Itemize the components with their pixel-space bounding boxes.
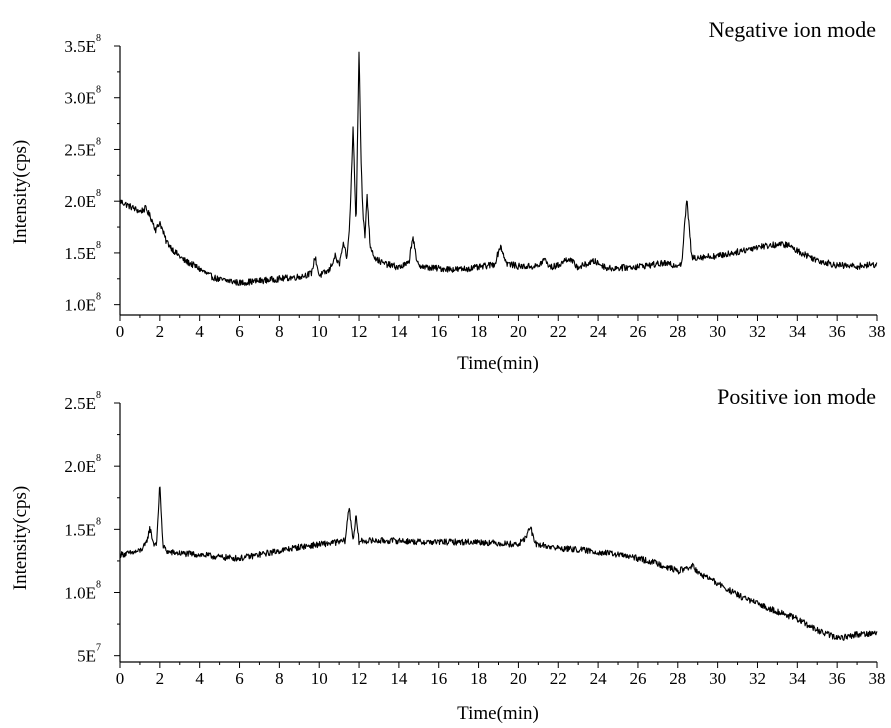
negative-y-tick-exponent: 8 [96, 292, 101, 303]
negative-x-tick-label: 6 [235, 322, 244, 341]
negative-plot-area: 0 2 4 6 8 10 12 14 16 18 20 22 24 26 28 30 32 34 36 381.0E 8… [64, 33, 885, 341]
positive-y-tick-label: 2.5E [64, 394, 96, 413]
positive-y-tick-exponent: 8 [96, 516, 101, 527]
negative-x-tick-label: 34 [789, 322, 807, 341]
negative-x-tick-label: 20 [510, 322, 527, 341]
positive-y-axis-title: Intensity(cps) [10, 486, 31, 590]
positive-x-axis-title: Time(min) [457, 703, 539, 723]
negative-x-tick-label: 22 [550, 322, 567, 341]
positive-y-tick-label: 1.5E [64, 520, 96, 539]
positive-y-tick-label: 2.0E [64, 457, 96, 476]
positive-x-tick-label: 38 [869, 669, 886, 688]
negative-x-tick-label: 36 [829, 322, 846, 341]
negative-y-tick-exponent: 8 [96, 85, 101, 96]
positive-ion-panel: Positive ion mode Intensity(cps) Time(mi… [10, 384, 886, 724]
positive-y-tick-exponent: 7 [96, 643, 101, 654]
positive-chromatogram-trace [119, 486, 878, 641]
positive-y-tick-exponent: 8 [96, 453, 101, 464]
negative-x-axis-title: Time(min) [457, 353, 539, 374]
negative-y-tick-label: 1.0E [64, 296, 96, 315]
negative-x-tick-label: 32 [749, 322, 766, 341]
negative-x-tick-label: 2 [156, 322, 165, 341]
negative-chromatogram-trace [119, 51, 878, 287]
positive-x-tick-label: 28 [669, 669, 686, 688]
negative-y-tick-exponent: 8 [96, 136, 101, 147]
negative-y-axis-title: Intensity(cps) [10, 140, 31, 244]
positive-x-tick-label: 36 [829, 669, 846, 688]
negative-y-tick-exponent: 8 [96, 188, 101, 199]
negative-y-tick-exponent: 8 [96, 33, 101, 44]
positive-x-tick-label: 30 [709, 669, 726, 688]
negative-x-tick-label: 12 [351, 322, 368, 341]
negative-y-tick-label: 2.5E [64, 140, 96, 159]
positive-x-tick-label: 0 [116, 669, 125, 688]
negative-ion-panel: Negative ion mode Intensity(cps) Time(mi… [10, 17, 886, 374]
positive-x-tick-label: 14 [390, 669, 408, 688]
negative-x-tick-label: 24 [590, 322, 608, 341]
positive-x-tick-label: 16 [430, 669, 447, 688]
negative-x-tick-label: 8 [275, 322, 284, 341]
negative-x-tick-label: 26 [629, 322, 646, 341]
positive-x-tick-label: 18 [470, 669, 487, 688]
positive-x-tick-label: 20 [510, 669, 527, 688]
positive-y-tick-exponent: 8 [96, 580, 101, 591]
negative-y-tick-label: 1.5E [64, 244, 96, 263]
negative-x-tick-label: 28 [669, 322, 686, 341]
negative-x-tick-label: 0 [116, 322, 125, 341]
positive-y-tick-label: 1.0E [64, 584, 96, 603]
negative-x-tick-label: 38 [869, 322, 886, 341]
negative-y-tick-label: 2.0E [64, 192, 96, 211]
negative-y-tick-label: 3.5E [64, 37, 96, 56]
negative-x-tick-label: 14 [390, 322, 408, 341]
positive-x-tick-label: 22 [550, 669, 567, 688]
positive-x-tick-label: 26 [629, 669, 646, 688]
negative-x-tick-label: 16 [430, 322, 447, 341]
positive-x-tick-label: 32 [749, 669, 766, 688]
positive-x-tick-label: 6 [235, 669, 244, 688]
positive-x-tick-label: 4 [195, 669, 204, 688]
positive-x-tick-label: 10 [311, 669, 328, 688]
positive-y-tick-exponent: 8 [96, 390, 101, 401]
negative-x-tick-label: 4 [195, 322, 204, 341]
negative-x-tick-label: 30 [709, 322, 726, 341]
positive-panel-title: Positive ion mode [717, 384, 876, 409]
positive-x-tick-label: 24 [590, 669, 608, 688]
positive-x-tick-label: 12 [351, 669, 368, 688]
negative-y-tick-exponent: 8 [96, 240, 101, 251]
positive-x-tick-label: 34 [789, 669, 807, 688]
negative-panel-title: Negative ion mode [709, 17, 876, 42]
positive-x-tick-label: 8 [275, 669, 284, 688]
negative-x-tick-label: 18 [470, 322, 487, 341]
positive-x-tick-label: 2 [156, 669, 165, 688]
negative-y-tick-label: 3.0E [64, 89, 96, 108]
negative-x-tick-label: 10 [311, 322, 328, 341]
positive-y-tick-label: 5E [77, 647, 96, 666]
